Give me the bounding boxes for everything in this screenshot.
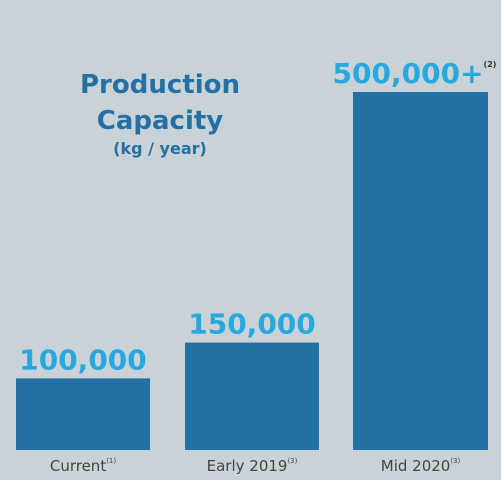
data-label-2: 150,000	[188, 308, 316, 341]
data-label-3: 500,000+(2)	[333, 57, 497, 90]
bar-1	[16, 378, 150, 450]
chart-subtitle: (kg / year)	[113, 139, 207, 158]
category-label-1: Current(1)	[50, 457, 117, 475]
data-label-1: 100,000	[19, 343, 147, 376]
chart-title-line-2: Capacity	[96, 106, 224, 136]
chart-title-line-1: Production	[80, 70, 240, 100]
bar-3	[353, 92, 488, 450]
category-label-3: Mid 2020(3)	[381, 457, 461, 475]
category-label-2: Early 2019(3)	[207, 457, 298, 475]
bar-2	[185, 342, 319, 450]
